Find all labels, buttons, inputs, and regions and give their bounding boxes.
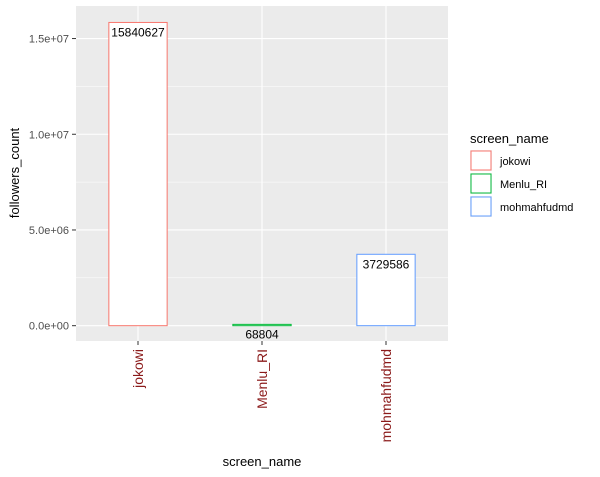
y-axis-title: followers_count bbox=[7, 127, 22, 218]
legend-label: Menlu_RI bbox=[500, 179, 547, 191]
x-tick-label: mohmahfudmd bbox=[378, 349, 394, 442]
legend-key-swatch bbox=[470, 150, 492, 171]
bar-menlu-ri bbox=[232, 323, 292, 327]
x-tick-label: jokowi bbox=[130, 349, 146, 389]
y-tick-label: 1.5e+07 bbox=[29, 34, 69, 46]
legend-key-swatch bbox=[470, 196, 492, 217]
data-label: 3729586 bbox=[363, 257, 410, 271]
x-tick-label: Menlu_RI bbox=[254, 349, 270, 409]
bars bbox=[108, 21, 416, 327]
bar-mohmahfudmd bbox=[356, 253, 416, 327]
y-axis: 0.0e+00 5.0e+06 1.0e+07 1.5e+07 bbox=[29, 34, 76, 333]
x-axis-title: screen_name bbox=[223, 454, 302, 469]
data-label: 15840627 bbox=[111, 25, 165, 39]
legend-label: mohmahfudmd bbox=[500, 202, 573, 214]
x-axis: jokowi Menlu_RI mohmahfudmd bbox=[130, 341, 394, 442]
legend-key-swatch bbox=[470, 173, 492, 194]
data-label: 68804 bbox=[245, 327, 279, 341]
y-tick-label: 0.0e+00 bbox=[29, 321, 69, 333]
y-tick-label: 1.0e+07 bbox=[29, 129, 69, 141]
legend-title: screen_name bbox=[470, 131, 549, 146]
data-labels: 15840627 68804 3729586 bbox=[111, 25, 409, 341]
bar-jokowi bbox=[108, 21, 168, 327]
y-tick-label: 5.0e+06 bbox=[29, 225, 69, 237]
legend: screen_name jokowi Menlu_RI mohmahfudmd bbox=[470, 131, 573, 217]
legend-label: jokowi bbox=[499, 156, 531, 168]
